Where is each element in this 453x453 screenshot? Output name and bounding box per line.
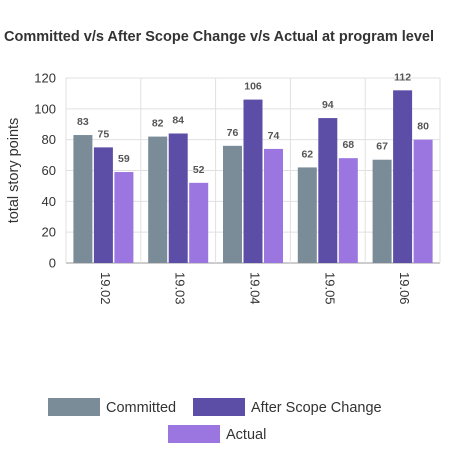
legend-swatch-committed (48, 398, 100, 416)
data-label: 75 (98, 128, 110, 140)
bar-after-scope-change (168, 133, 188, 263)
bar-actual (189, 182, 209, 263)
data-label: 59 (118, 153, 130, 165)
y-tick-label: 40 (42, 194, 56, 209)
y-axis-title: total story points (6, 118, 22, 224)
x-tick-label: 19.02 (98, 272, 113, 305)
data-label: 84 (172, 115, 184, 127)
y-tick-label: 120 (34, 71, 56, 86)
bar-committed (223, 145, 242, 263)
y-tick-label: 20 (42, 225, 56, 240)
data-label: 67 (376, 141, 388, 153)
x-tick-label: 19.04 (248, 272, 263, 305)
bar-after-scope-change (393, 90, 413, 263)
bar-actual (264, 148, 283, 263)
bar-committed (297, 167, 317, 263)
x-tick-label: 19.06 (397, 272, 412, 305)
data-label: 94 (322, 99, 334, 111)
data-label: 52 (193, 164, 205, 176)
bar-actual (338, 158, 358, 263)
legend-swatch-actual (168, 425, 220, 443)
x-tick-label: 19.05 (322, 272, 337, 305)
y-tick-label: 0 (49, 256, 56, 271)
data-label: 76 (227, 127, 239, 139)
data-label: 80 (417, 121, 429, 133)
x-tick-label: 19.03 (173, 272, 188, 305)
y-tick-label: 60 (42, 163, 56, 178)
data-label: 82 (152, 118, 164, 130)
chart-title: Committed v/s After Scope Change v/s Act… (4, 29, 435, 45)
bar-committed (372, 159, 392, 263)
bar-actual (114, 172, 134, 263)
data-label: 74 (268, 130, 280, 142)
bar-committed (73, 135, 93, 263)
data-label: 68 (342, 139, 354, 151)
bar-actual (413, 139, 433, 263)
y-tick-label: 100 (34, 101, 56, 116)
bar-committed (148, 136, 168, 263)
legend-label-actual: Actual (226, 427, 266, 443)
legend-label-after-scope-change: After Scope Change (251, 400, 382, 416)
legend-label-committed: Committed (106, 400, 176, 416)
data-label: 106 (244, 81, 262, 93)
legend-swatch-after-scope-change (193, 398, 245, 416)
bar-after-scope-change (93, 147, 113, 263)
data-label: 83 (77, 116, 89, 128)
bar-after-scope-change (318, 118, 338, 263)
y-tick-label: 80 (42, 132, 56, 147)
bar-after-scope-change (243, 99, 263, 263)
data-label: 62 (301, 148, 313, 160)
data-label: 112 (394, 71, 411, 83)
